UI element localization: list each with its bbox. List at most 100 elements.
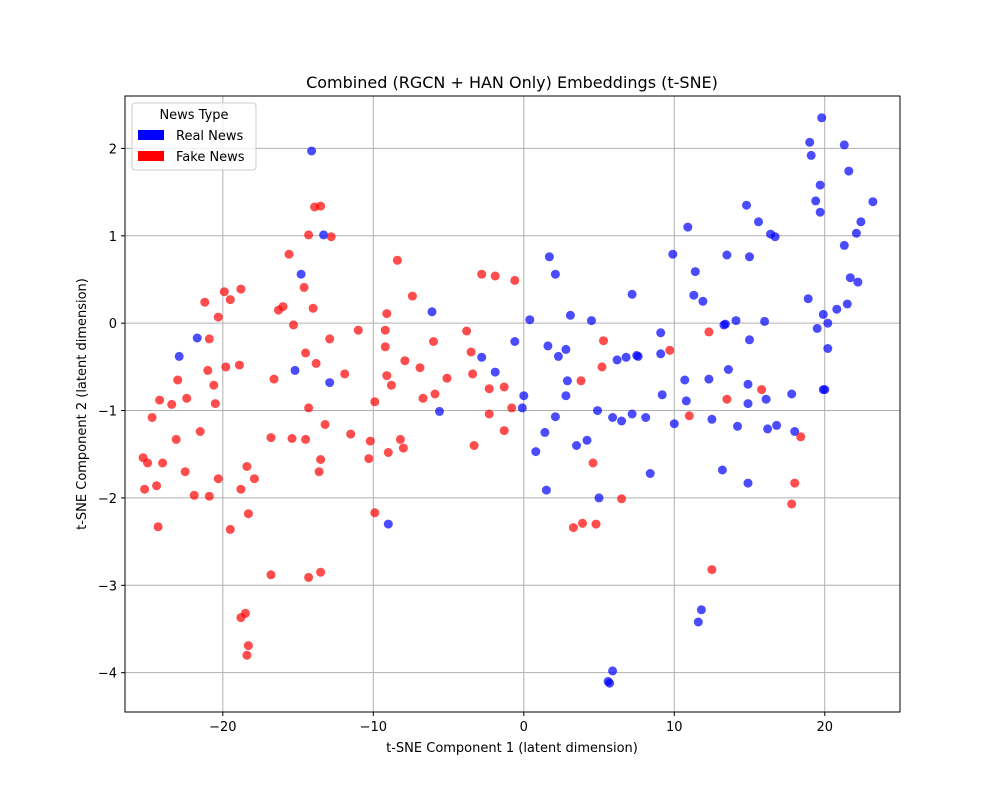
data-point [316,201,326,211]
data-point [684,411,694,421]
data-point [745,335,754,345]
data-point [704,327,714,337]
data-point [200,297,210,307]
data-point [242,650,252,660]
data-point [189,490,199,500]
data-point [316,567,326,577]
data-point [429,337,438,346]
data-point [823,344,833,353]
data-point [742,200,751,210]
data-point [812,323,822,333]
data-point [209,380,219,390]
data-point [477,269,487,279]
x-axis-label: t-SNE Component 1 (latent dimension) [386,741,638,756]
data-point [805,137,815,147]
data-point [266,570,276,580]
series-real-news [174,113,878,688]
series-fake-news [138,201,806,660]
data-point [723,365,733,374]
data-point [796,432,806,442]
data-point [415,363,425,373]
data-point [307,146,317,156]
data-point [565,310,575,320]
data-point [152,481,162,491]
data-point [868,197,878,207]
data-point [669,419,679,429]
data-point [301,348,311,358]
data-point [707,414,717,424]
data-point [817,113,827,123]
data-point [304,572,314,582]
data-point [398,443,408,453]
data-point [284,249,294,259]
data-point [680,375,690,385]
data-point [386,380,396,390]
data-point [316,455,326,464]
data-point [484,384,494,394]
data-point [553,351,563,361]
data-point [806,150,816,160]
data-point [568,523,578,533]
data-point [818,309,828,319]
data-point [722,394,732,404]
data-point [158,458,168,468]
data-point [617,416,627,426]
data-point [213,474,223,484]
data-point [221,362,231,372]
data-point [743,379,753,389]
data-point [733,421,742,431]
data-point [155,395,165,405]
data-point [544,252,554,262]
data-point [754,217,763,227]
data-point [576,376,586,386]
data-point [561,344,571,354]
data-point [531,447,541,457]
data-point [851,228,861,238]
data-point [240,608,250,618]
data-point [698,296,708,306]
data-point [314,467,324,477]
data-point [308,303,318,313]
data-point [304,230,314,240]
data-point [668,249,678,259]
data-point [689,290,699,300]
data-point [572,441,581,450]
data-point [365,436,375,446]
data-point [236,484,246,494]
data-point [499,382,509,392]
data-point [842,299,852,309]
data-point [462,326,472,336]
data-point [319,230,329,240]
data-point [278,302,288,312]
data-point [325,378,335,388]
data-point [591,519,601,529]
data-point [632,351,642,360]
data-point [210,399,220,409]
data-point [364,454,374,464]
data-point [543,341,553,351]
data-point [594,493,604,503]
data-point [507,403,517,413]
data-point [290,365,300,375]
y-axis: −4 −3 −2 −1 0 1 2 [98,142,125,682]
data-point [249,474,259,484]
data-point [517,403,527,413]
data-point [174,351,184,361]
data-point [696,605,706,615]
data-point [681,396,691,406]
data-point [243,509,253,519]
data-point [683,222,693,232]
data-point [269,374,279,384]
data-point [395,434,405,444]
data-point [760,316,770,326]
data-point [477,352,487,362]
data-point [195,427,205,436]
y-tick-label: −1 [98,405,117,420]
data-point [621,352,631,362]
data-point [657,390,667,400]
data-point [204,491,214,501]
data-point [171,434,181,444]
data-point [645,469,655,478]
data-point [400,356,410,366]
